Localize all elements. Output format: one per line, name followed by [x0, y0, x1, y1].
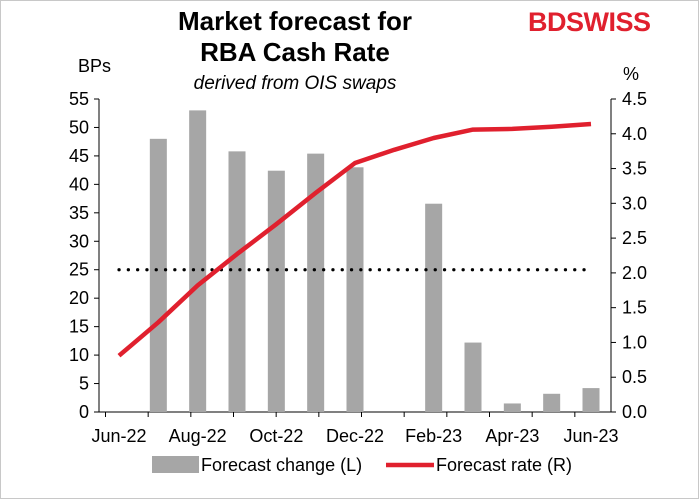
x-tick-label: Feb-23 [405, 426, 462, 446]
bar [346, 167, 364, 412]
right-tick-label: 2.0 [622, 263, 647, 283]
right-tick-label: 3.0 [622, 193, 647, 213]
right-tick-label: 2.5 [622, 228, 647, 248]
bar [503, 403, 521, 412]
bar [149, 138, 167, 412]
legend-swatch-bar [152, 456, 199, 473]
left-tick-label: 30 [69, 231, 89, 251]
legend-label-bar: Forecast change (L) [201, 455, 362, 475]
x-tick-label: Dec-22 [326, 426, 384, 446]
bar [582, 388, 600, 412]
left-tick-label: 55 [69, 89, 89, 109]
x-tick-label: Jun-22 [91, 426, 146, 446]
brand-logo: BDSWISS [528, 6, 651, 38]
brand-logo-part2: SWISS [566, 7, 651, 37]
left-tick-label: 5 [79, 374, 89, 394]
left-tick-label: 50 [69, 117, 89, 137]
left-tick-label: 15 [69, 317, 89, 337]
left-tick-label: 35 [69, 203, 89, 223]
right-tick-label: 1.5 [622, 298, 647, 318]
right-tick-label: 4.0 [622, 124, 647, 144]
forecast-rate-line [117, 121, 592, 358]
bar [228, 151, 246, 412]
left-axis-unit: BPs [78, 56, 112, 76]
right-tick-label: 1.0 [622, 332, 647, 352]
x-tick-label: Oct-22 [249, 426, 303, 446]
title-line-2: RBA Cash Rate [200, 37, 390, 67]
bar [189, 110, 207, 412]
chart-title: Market forecast for RBA Cash Rate [90, 6, 500, 68]
bar [543, 393, 561, 412]
right-tick-label: 4.5 [622, 89, 647, 109]
right-tick-label: 3.5 [622, 159, 647, 179]
chart-subtitle: derived from OIS swaps [193, 73, 397, 94]
bar [425, 203, 443, 412]
right-axis-unit: % [623, 64, 640, 84]
bar [307, 153, 325, 412]
bar [267, 170, 285, 412]
legend-label-line: Forecast rate (R) [436, 455, 572, 475]
right-tick-label: 0.0 [622, 402, 647, 422]
x-tick-label: Apr-23 [485, 426, 539, 446]
left-tick-label: 45 [69, 146, 89, 166]
brand-logo-part1: BD [528, 7, 567, 37]
x-tick-label: Aug-22 [169, 426, 227, 446]
left-tick-label: 40 [69, 174, 89, 194]
right-tick-label: 0.5 [622, 367, 647, 387]
left-tick-label: 0 [79, 402, 89, 422]
left-tick-label: 10 [69, 345, 89, 365]
x-tick-label: Jun-23 [563, 426, 618, 446]
left-tick-label: 25 [69, 260, 89, 280]
title-line-1: Market forecast for [177, 6, 413, 36]
left-tick-label: 20 [69, 288, 89, 308]
bar [464, 342, 482, 412]
